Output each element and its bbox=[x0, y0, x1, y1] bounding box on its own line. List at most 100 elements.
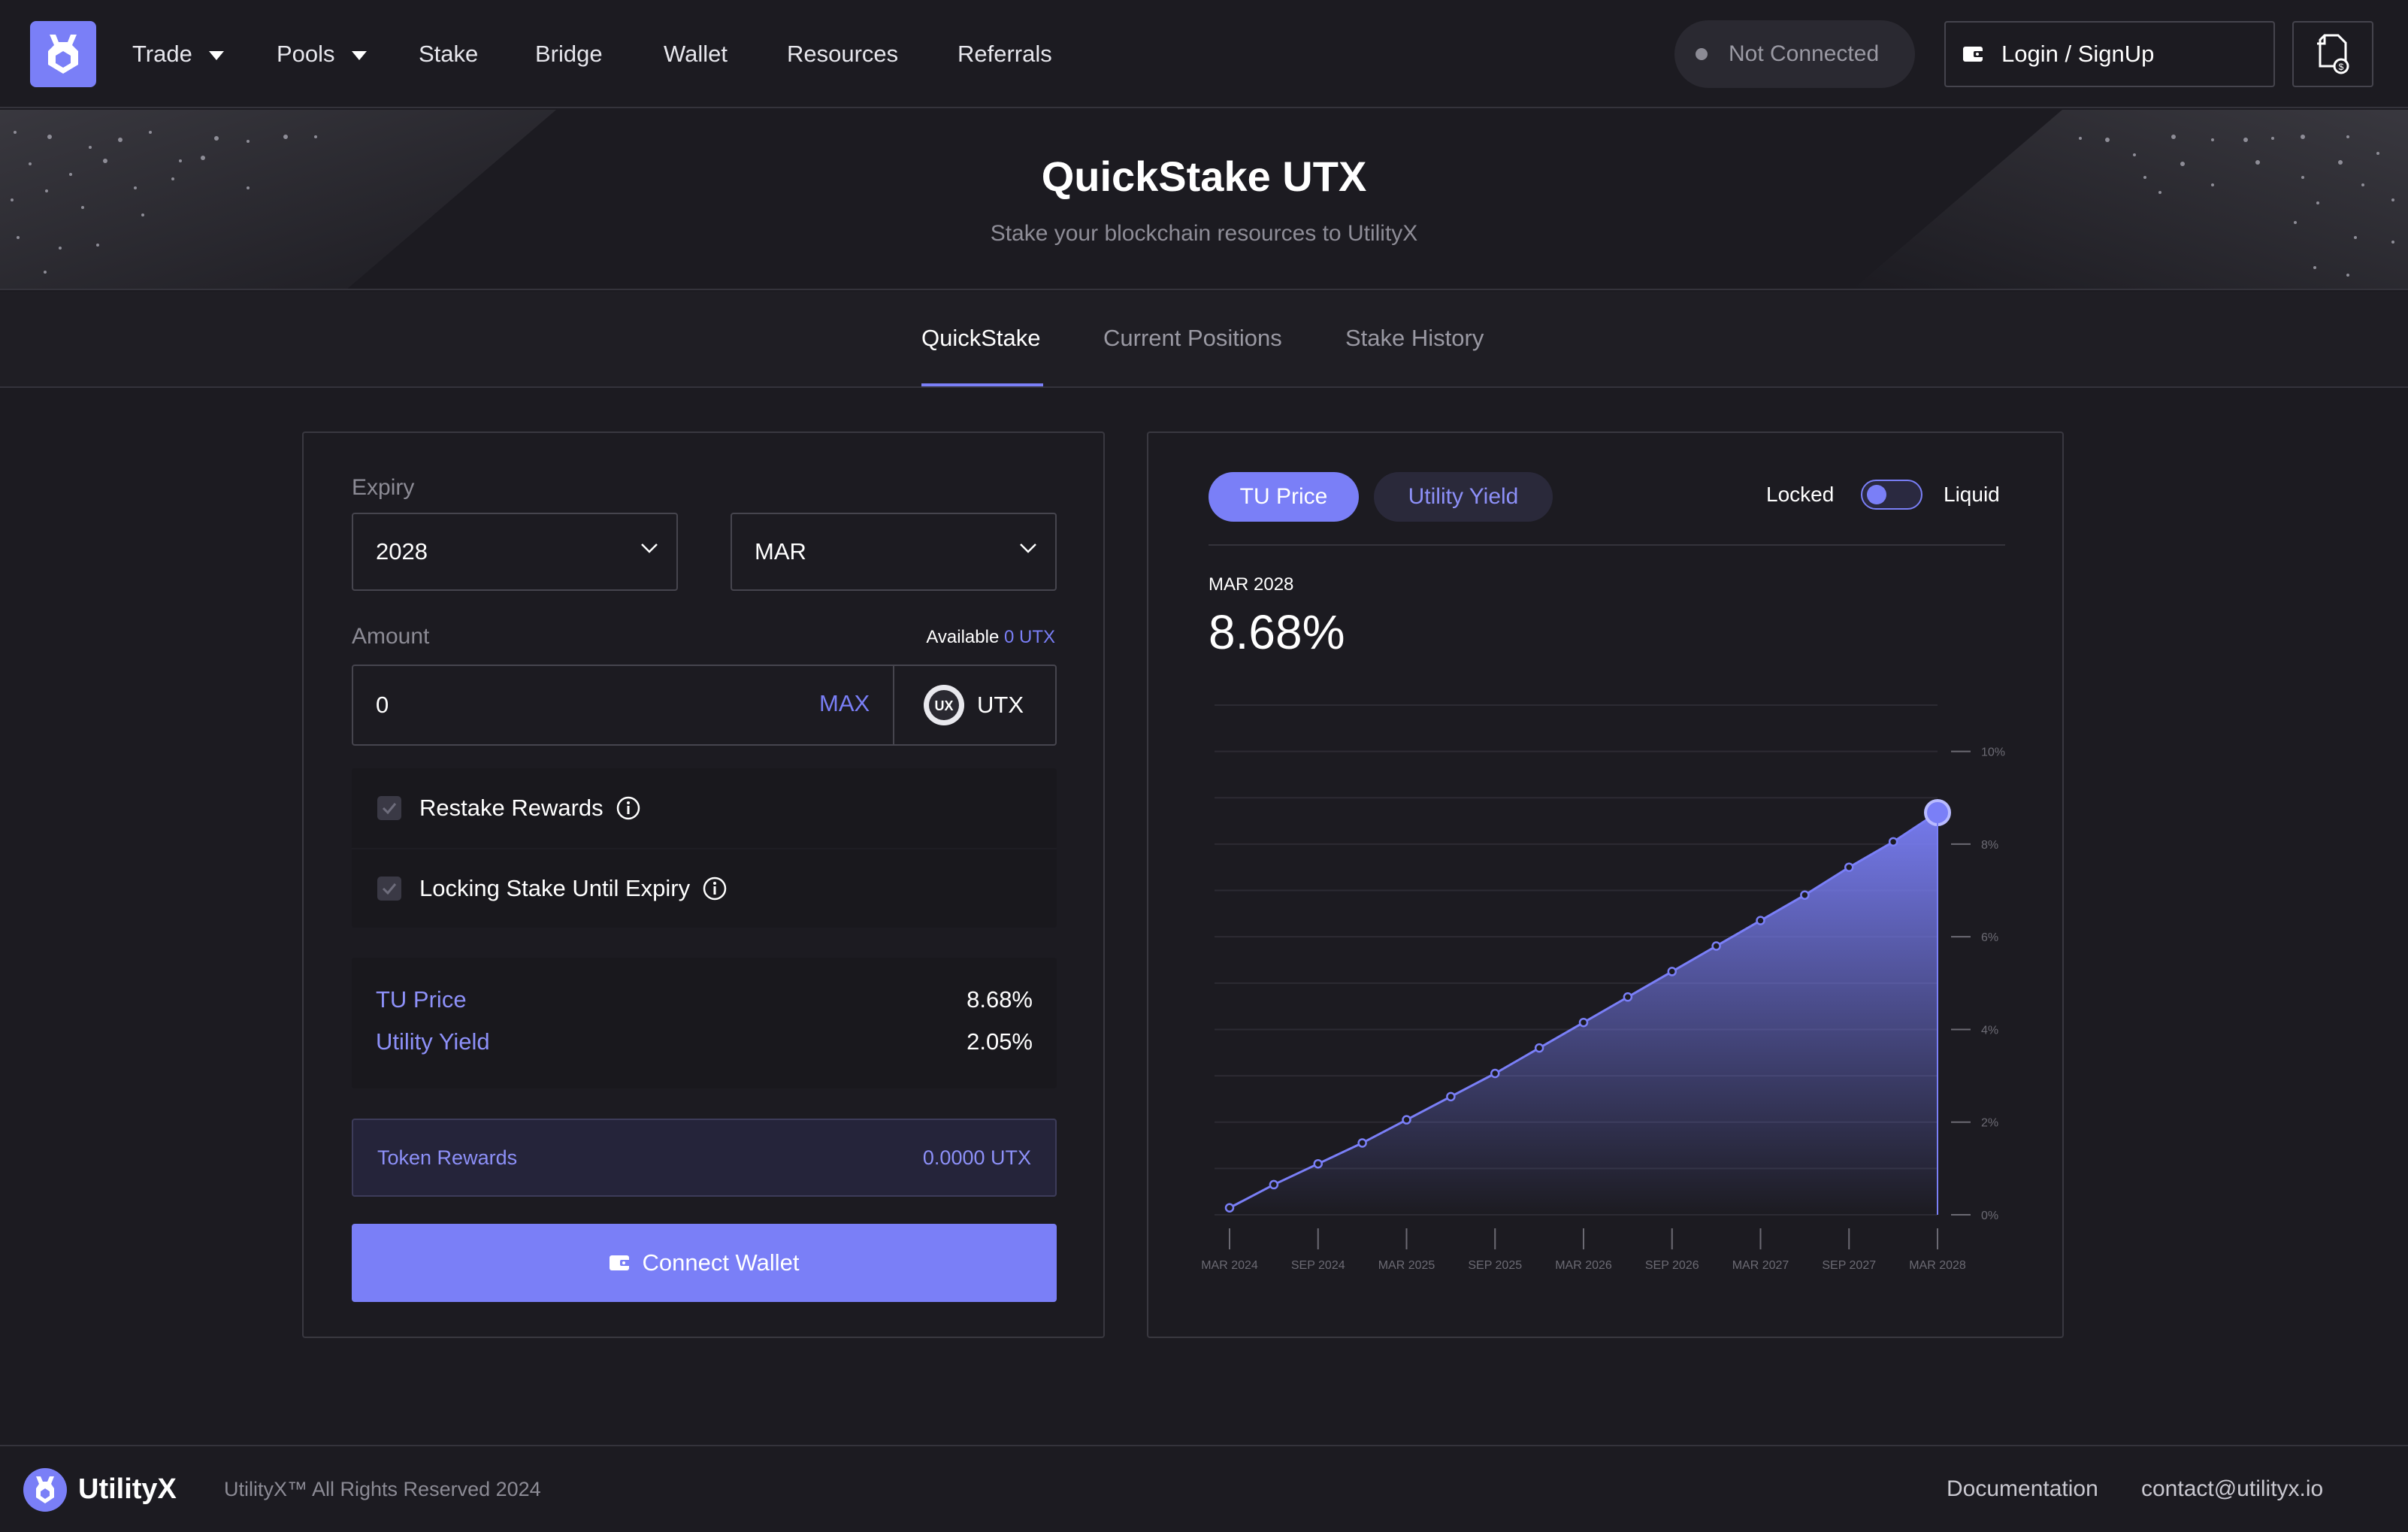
document-dollar-icon: $ bbox=[2317, 34, 2349, 74]
tu-price-toggle[interactable]: TU Price bbox=[1209, 472, 1359, 522]
tu-price-row: TU Price 8.68% bbox=[376, 986, 1033, 1013]
info-icon[interactable] bbox=[616, 795, 641, 821]
utility-yield-toggle[interactable]: Utility Yield bbox=[1374, 472, 1553, 522]
divider bbox=[1209, 544, 2005, 546]
check-icon bbox=[382, 803, 397, 814]
footer: UtilityX UtilityX™ All Rights Reserved 2… bbox=[0, 1445, 2408, 1532]
footer-brand: UtilityX bbox=[78, 1473, 177, 1505]
data-point bbox=[1844, 862, 1854, 872]
x-tick-label: MAR 2027 bbox=[1732, 1259, 1789, 1272]
active-tab-indicator bbox=[921, 383, 1043, 386]
nav-trade-label: Trade bbox=[132, 41, 192, 67]
tu-price-chart: 0% 2% 4% 6% 8% 10% MAR 2024 SEP 2024 MAR 2025 SEP… bbox=[1201, 704, 2005, 1272]
expiry-year-value: 2028 bbox=[376, 538, 428, 565]
tab-stake-history[interactable]: Stake History bbox=[1345, 325, 1484, 351]
y-tick-label: 2% bbox=[1981, 1117, 1998, 1130]
data-point bbox=[1534, 1043, 1544, 1053]
token-rewards-box: Token Rewards 0.0000 UTX bbox=[352, 1119, 1057, 1197]
expiry-month-select[interactable]: MAR bbox=[731, 513, 1057, 591]
selected-value: 8.68% bbox=[1209, 605, 1345, 659]
data-point bbox=[1667, 967, 1677, 976]
page-title: QuickStake UTX bbox=[1041, 153, 1367, 200]
token-selector[interactable]: UX UTX bbox=[893, 666, 1055, 744]
connect-wallet-button[interactable]: Connect Wallet bbox=[352, 1224, 1057, 1302]
data-point bbox=[1711, 941, 1721, 951]
documentation-link[interactable]: Documentation bbox=[1947, 1476, 2098, 1501]
wallet-icon bbox=[1962, 44, 1985, 64]
tu-price-label: TU Price bbox=[376, 986, 467, 1013]
data-point bbox=[1269, 1179, 1279, 1190]
available-balance: Available 0 UTX bbox=[926, 627, 1055, 648]
y-tick-label: 8% bbox=[1981, 839, 1998, 852]
data-point bbox=[1224, 1203, 1235, 1213]
y-tick-label: 6% bbox=[1981, 931, 1998, 944]
expiry-label: Expiry bbox=[352, 475, 415, 500]
hero-right-decoration bbox=[1853, 110, 2408, 289]
expiry-year-select[interactable]: 2028 bbox=[352, 513, 678, 591]
nav-wallet[interactable]: Wallet bbox=[664, 41, 728, 67]
nav-trade[interactable]: Trade bbox=[132, 36, 225, 72]
data-point bbox=[1490, 1068, 1500, 1079]
token-label: UTX bbox=[977, 692, 1024, 718]
locked-liquid-switch[interactable] bbox=[1861, 480, 1922, 510]
switch-knob bbox=[1867, 485, 1886, 504]
locking-stake-checkbox[interactable] bbox=[377, 877, 401, 901]
hero-left-decoration bbox=[0, 110, 556, 289]
nav-pools-label: Pools bbox=[277, 41, 335, 67]
nav-pools[interactable]: Pools bbox=[277, 36, 368, 72]
area-fill bbox=[1230, 812, 1938, 1215]
login-signup-label: Login / SignUp bbox=[2001, 41, 2155, 67]
nav-resources[interactable]: Resources bbox=[787, 41, 899, 67]
max-button[interactable]: MAX bbox=[819, 690, 870, 716]
x-tick-label: SEP 2025 bbox=[1468, 1259, 1522, 1272]
x-tick-label: SEP 2026 bbox=[1645, 1259, 1699, 1272]
utility-yield-value: 2.05% bbox=[967, 1028, 1033, 1055]
tab-current-positions[interactable]: Current Positions bbox=[1103, 325, 1282, 351]
wallet-icon bbox=[609, 1253, 631, 1273]
nav-bridge[interactable]: Bridge bbox=[535, 41, 603, 67]
utilityx-logo[interactable] bbox=[30, 21, 96, 87]
restake-rewards-checkbox[interactable] bbox=[377, 796, 401, 820]
data-point bbox=[1800, 890, 1810, 900]
locking-stake-label: Locking Stake Until Expiry bbox=[419, 875, 691, 901]
stake-options: Restake Rewards Locking Stake Until Expi… bbox=[352, 768, 1057, 928]
connection-status: Not Connected bbox=[1674, 20, 1915, 88]
stake-form-panel: Expiry 2028 MAR Amount Available 0 UTX M… bbox=[302, 431, 1105, 1338]
token-rewards-label: Token Rewards bbox=[377, 1146, 518, 1169]
data-point bbox=[1446, 1091, 1456, 1102]
x-tick-label: SEP 2024 bbox=[1291, 1259, 1345, 1272]
document-button[interactable]: $ bbox=[2292, 21, 2373, 87]
check-icon bbox=[382, 883, 397, 895]
svg-text:UX: UX bbox=[934, 698, 953, 713]
available-value: 0 UTX bbox=[1003, 627, 1055, 647]
connect-wallet-label: Connect Wallet bbox=[642, 1249, 800, 1276]
locking-stake-option: Locking Stake Until Expiry bbox=[352, 848, 1057, 928]
amount-input[interactable] bbox=[353, 666, 894, 744]
available-label: Available bbox=[926, 627, 1000, 647]
nav-stake[interactable]: Stake bbox=[419, 41, 479, 67]
selected-date: MAR 2028 bbox=[1209, 574, 1294, 595]
page-subtitle: Stake your blockchain resources to Utili… bbox=[990, 221, 1418, 246]
login-signup-button[interactable]: Login / SignUp bbox=[1944, 21, 2275, 87]
expiry-month-value: MAR bbox=[755, 538, 806, 565]
x-tick-label: MAR 2025 bbox=[1378, 1259, 1435, 1272]
amount-label: Amount bbox=[352, 624, 430, 649]
tab-bar: QuickStake Current Positions Stake Histo… bbox=[0, 292, 2408, 388]
token-rewards-value: 0.0000 UTX bbox=[922, 1146, 1031, 1169]
x-tick-label: MAR 2028 bbox=[1909, 1259, 1966, 1272]
contact-email-link[interactable]: contact@utilityx.io bbox=[2141, 1476, 2324, 1501]
hero-banner: QuickStake UTX Stake your blockchain res… bbox=[0, 110, 2408, 290]
logo-icon bbox=[48, 35, 78, 74]
info-icon[interactable] bbox=[702, 876, 728, 901]
nav-referrals[interactable]: Referrals bbox=[957, 41, 1052, 67]
tab-quickstake[interactable]: QuickStake bbox=[921, 325, 1041, 351]
liquid-label: Liquid bbox=[1944, 483, 2000, 506]
data-point bbox=[1313, 1158, 1323, 1169]
footer-logo-icon[interactable] bbox=[23, 1467, 68, 1512]
connection-status-label: Not Connected bbox=[1729, 41, 1880, 66]
data-point bbox=[1357, 1138, 1367, 1148]
x-tick-label: MAR 2024 bbox=[1201, 1259, 1258, 1272]
data-point bbox=[1756, 916, 1765, 925]
utx-token-icon: UX bbox=[923, 684, 965, 726]
data-point bbox=[1888, 837, 1898, 847]
